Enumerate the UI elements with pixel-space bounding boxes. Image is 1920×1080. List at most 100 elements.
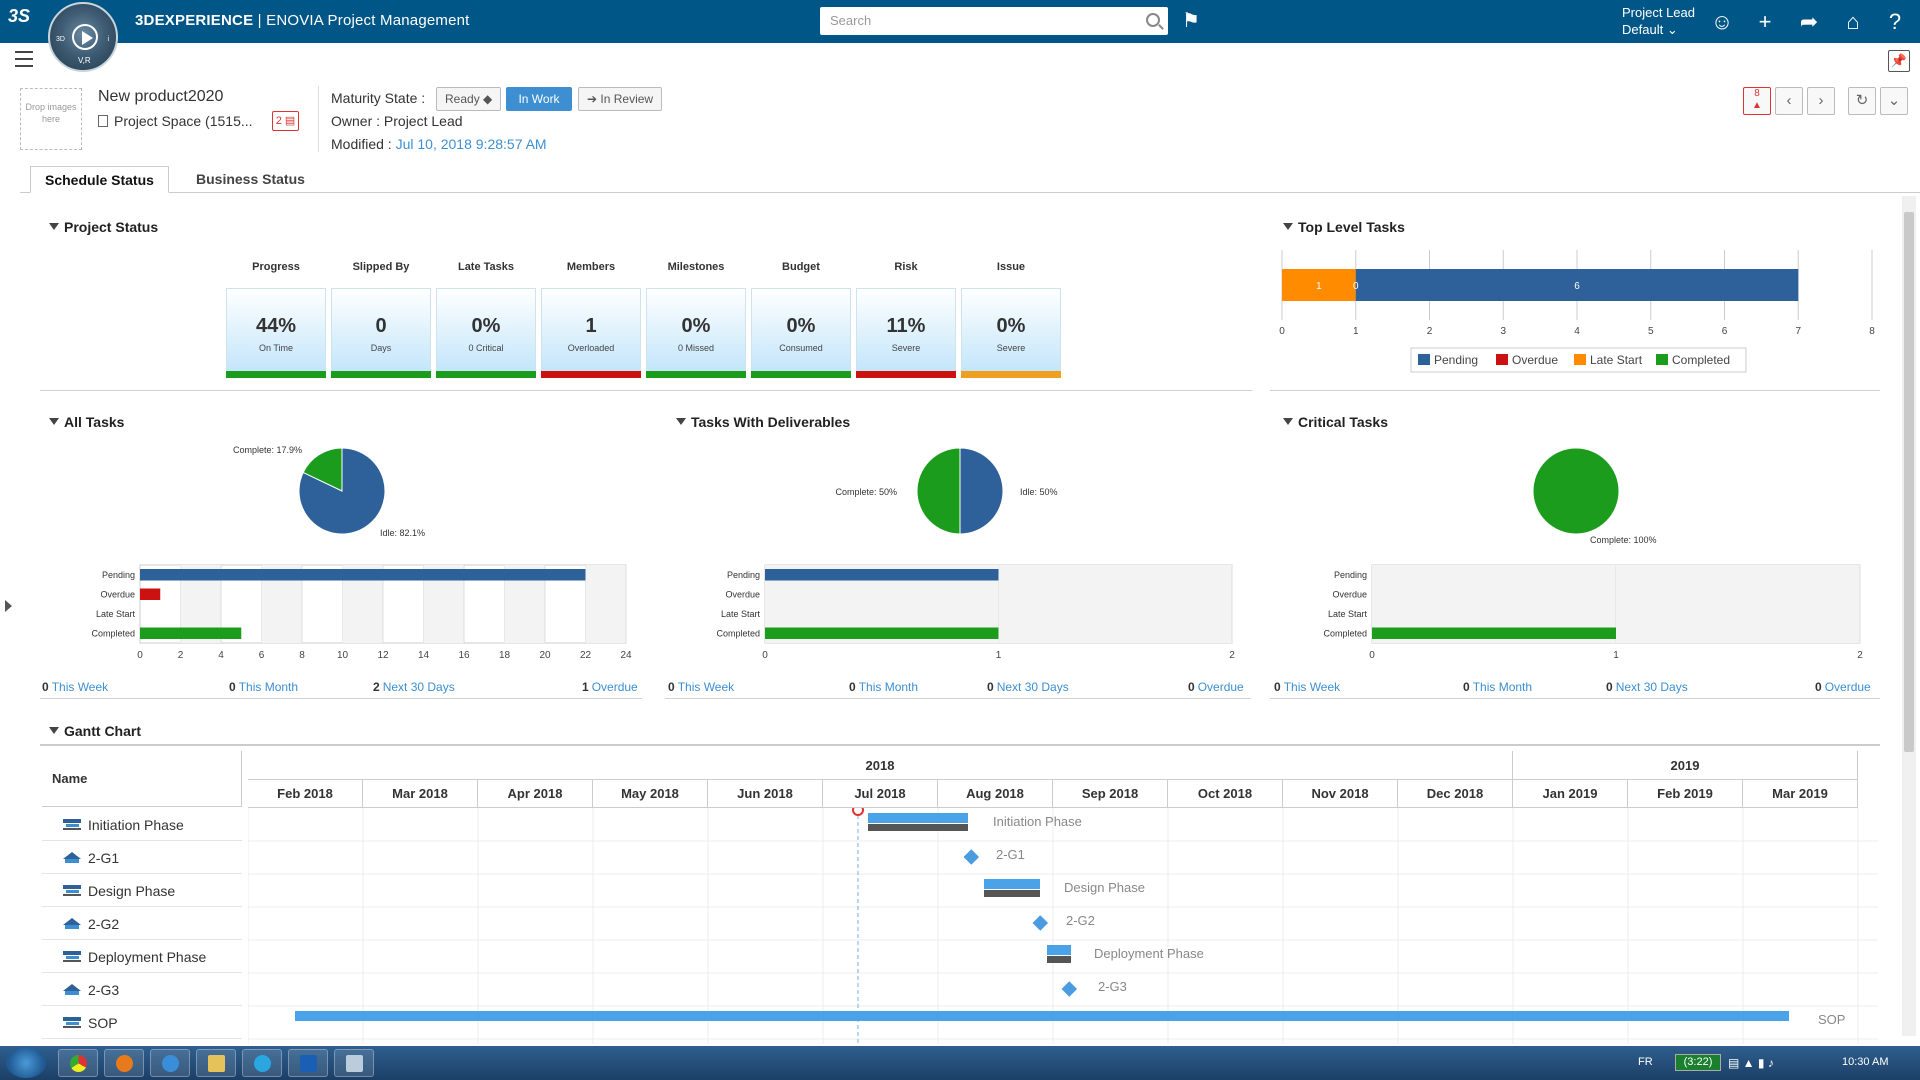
clock[interactable]: 10:30 AM — [1842, 1056, 1889, 1068]
stat-item[interactable]: 1 Overdue — [582, 680, 638, 694]
tick-label: 2 — [1857, 650, 1863, 661]
stat-item[interactable]: 0 This Week — [1274, 680, 1340, 694]
state-ready-button[interactable]: Ready ◆ — [436, 87, 502, 111]
expand-panel-icon[interactable] — [5, 600, 12, 612]
divider — [40, 698, 642, 699]
stat-link[interactable]: Next 30 Days — [1615, 680, 1688, 694]
gantt-task-name: 2-G2 — [88, 916, 120, 932]
user-context-menu[interactable]: Project Lead Default ⌄ — [1622, 4, 1695, 38]
kpi-card[interactable]: 0 Days — [331, 288, 431, 378]
stat-link[interactable]: Overdue — [1824, 680, 1871, 694]
search-icon[interactable] — [1146, 13, 1160, 27]
help-icon[interactable]: ? — [1888, 9, 1902, 34]
kpi-value: 11% — [886, 315, 926, 337]
tag-icon[interactable]: ⚑ — [1182, 10, 1200, 32]
stat-link[interactable]: Next 30 Days — [382, 680, 455, 694]
object-title: New product2020 — [98, 88, 224, 105]
gantt-task-row[interactable]: Deployment Phase — [42, 940, 242, 973]
gantt-task-row[interactable]: Initiation Phase — [42, 808, 242, 841]
language-indicator[interactable]: FR — [1638, 1056, 1653, 1068]
legend-swatch — [1418, 354, 1430, 365]
stat-item[interactable]: 0 This Month — [229, 680, 298, 694]
compass-icon[interactable]: 3D i V,R — [48, 2, 118, 72]
firefox-app[interactable] — [104, 1049, 144, 1077]
kpi-card[interactable]: 44% On Time — [226, 288, 326, 378]
kpi-card[interactable]: 0% Severe — [961, 288, 1061, 378]
tab-business-status[interactable]: Business Status — [196, 171, 305, 187]
stat-link[interactable]: Overdue — [1197, 680, 1244, 694]
related-count-badge[interactable]: 2 ▤ — [272, 111, 299, 131]
state-in-work-button[interactable]: In Work — [506, 87, 572, 111]
chrome-app[interactable] — [58, 1049, 98, 1077]
collapse-icon[interactable]: ⌄ — [1880, 87, 1908, 115]
next-icon[interactable]: › — [1807, 87, 1835, 115]
state-in-review-button[interactable]: ➔ In Review — [578, 87, 663, 111]
stat-item[interactable]: 0 Next 30 Days — [1606, 680, 1688, 694]
stat-link[interactable]: This Month — [1472, 680, 1533, 694]
gantt-month: Sep 2018 — [1053, 780, 1168, 808]
gantt-task-row[interactable]: SOP — [42, 1006, 242, 1039]
phase-icon — [62, 950, 82, 963]
stat-link[interactable]: This Month — [238, 680, 299, 694]
stat-link[interactable]: Overdue — [591, 680, 638, 694]
category-label: Completed — [1323, 628, 1367, 638]
stat-item[interactable]: 0 Next 30 Days — [987, 680, 1069, 694]
stat-item[interactable]: 0 Overdue — [1815, 680, 1871, 694]
profile-icon[interactable]: ☺ — [1710, 9, 1734, 34]
search-input[interactable]: Search — [820, 7, 1168, 35]
vertical-scrollbar[interactable] — [1902, 196, 1916, 1036]
stat-link[interactable]: This Week — [51, 680, 109, 694]
notifications-icon[interactable]: 8 ▲ — [1743, 87, 1771, 115]
kpi-status-bar — [856, 371, 956, 378]
gantt-name-header[interactable]: Name — [42, 751, 242, 807]
windows-start-button[interactable] — [6, 1048, 46, 1078]
ie-app[interactable] — [150, 1049, 190, 1077]
kpi-card[interactable]: 0% 0 Critical — [436, 288, 536, 378]
battery-indicator[interactable]: (3:22) — [1675, 1054, 1721, 1071]
tray-icons[interactable]: ▤ ▲ ▮ ♪ — [1728, 1056, 1774, 1070]
stat-item[interactable]: 0 This Week — [42, 680, 108, 694]
kpi-card[interactable]: 0% 0 Missed — [646, 288, 746, 378]
stat-item[interactable]: 0 Overdue — [1188, 680, 1244, 694]
stat-item[interactable]: 0 This Month — [849, 680, 918, 694]
stat-item[interactable]: 2 Next 30 Days — [373, 680, 455, 694]
pie-slice — [916, 447, 961, 535]
home-icon[interactable]: ⌂ — [1846, 9, 1860, 34]
kpi-subtitle: Overloaded — [567, 343, 615, 353]
stat-link[interactable]: This Month — [858, 680, 919, 694]
gantt-task-row[interactable]: Design Phase — [42, 874, 242, 907]
stat-link[interactable]: This Week — [677, 680, 735, 694]
window-app[interactable] — [334, 1049, 374, 1077]
kpi-card[interactable]: 0% Consumed — [751, 288, 851, 378]
tab-schedule-status[interactable]: Schedule Status — [30, 166, 169, 193]
bar — [140, 588, 161, 600]
stat-item[interactable]: 0 This Week — [668, 680, 734, 694]
menu-icon[interactable] — [15, 51, 33, 67]
top-bar: 3S 3DEXPERIENCE | ENOVIA Project Managem… — [0, 0, 1920, 43]
skype-app[interactable] — [242, 1049, 282, 1077]
add-icon[interactable]: + — [1758, 9, 1772, 34]
gantt-task-row[interactable]: 2-G2 — [42, 907, 242, 940]
gantt-month: Nov 2018 — [1283, 780, 1398, 808]
outlook-app[interactable] — [288, 1049, 328, 1077]
kpi-status-bar — [331, 371, 431, 378]
stat-item[interactable]: 0 This Month — [1463, 680, 1532, 694]
previous-icon[interactable]: ‹ — [1775, 87, 1803, 115]
ds-logo-icon[interactable]: 3S — [8, 6, 31, 26]
scrollbar-thumb[interactable] — [1904, 212, 1914, 752]
explorer-app[interactable] — [196, 1049, 236, 1077]
drop-images-zone[interactable]: Drop images here — [20, 88, 82, 150]
stat-link[interactable]: Next 30 Days — [996, 680, 1069, 694]
share-icon[interactable]: ➦ — [1799, 9, 1819, 34]
gantt-task-row[interactable]: 2-G1 — [42, 841, 242, 874]
divider — [665, 698, 1251, 699]
stat-link[interactable]: This Week — [1283, 680, 1341, 694]
legend-label: Late Start — [1590, 353, 1643, 367]
gantt-task-row[interactable]: 2-G3 — [42, 973, 242, 1006]
kpi-card[interactable]: 1 Overloaded — [541, 288, 641, 378]
kpi-card[interactable]: 11% Severe — [856, 288, 956, 378]
refresh-icon[interactable]: ↻ — [1848, 87, 1876, 115]
search-placeholder: Search — [830, 13, 872, 28]
pin-icon[interactable]: 📌 — [1888, 50, 1910, 72]
legend-swatch — [1574, 354, 1586, 365]
